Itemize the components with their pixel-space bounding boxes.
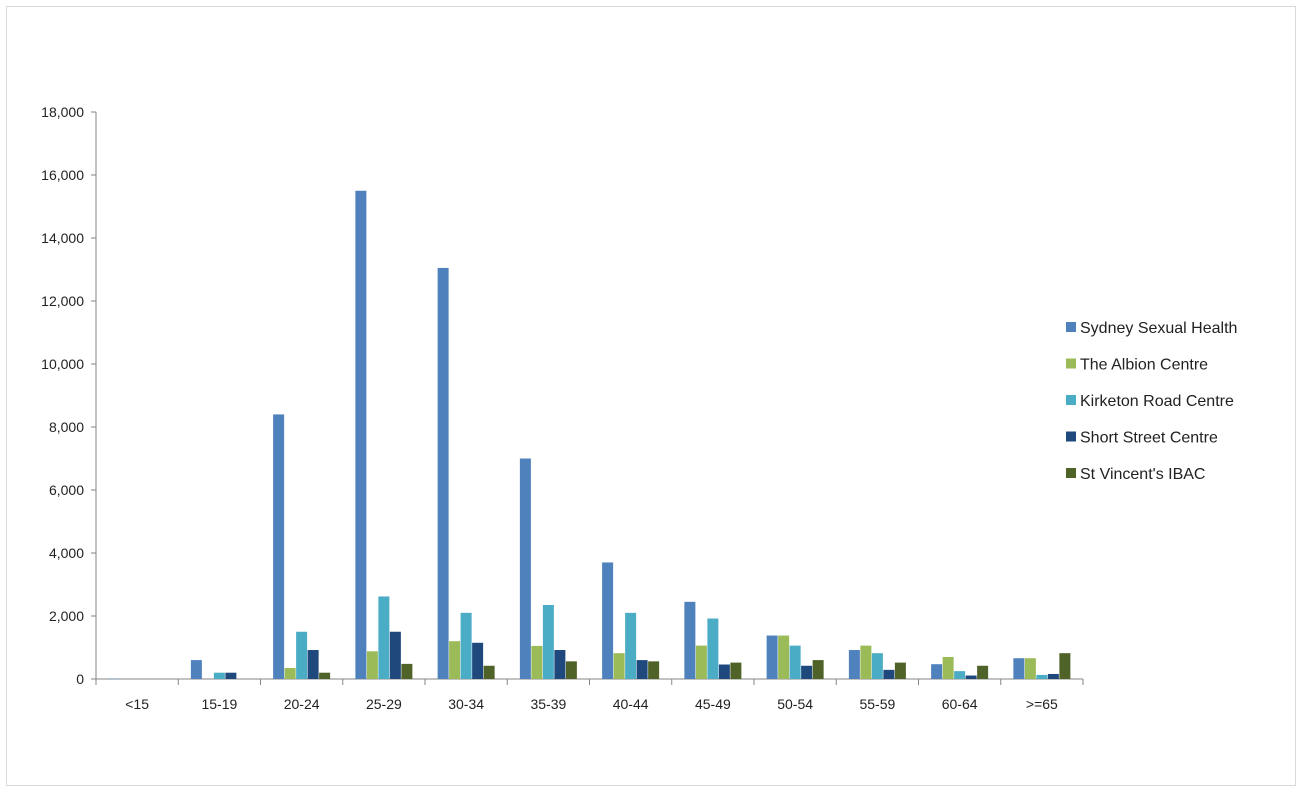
bar (355, 190, 367, 679)
x-tick-label: 55-59 (859, 696, 895, 712)
bar (684, 601, 696, 679)
y-tick-label: 18,000 (41, 104, 84, 120)
legend-swatch (1066, 322, 1076, 332)
x-tick-label: 45-49 (695, 696, 731, 712)
bar (695, 645, 707, 679)
bar (931, 664, 943, 679)
bar (401, 663, 413, 679)
bar (366, 651, 378, 679)
bar (636, 660, 648, 679)
bar (460, 612, 472, 679)
bar (942, 656, 954, 679)
legend-swatch (1066, 395, 1076, 405)
bar (472, 642, 484, 679)
bar (554, 650, 566, 679)
legend-label: Short Street Centre (1080, 430, 1218, 447)
bar (801, 665, 813, 679)
legend-label: Kirketon Road Centre (1080, 393, 1234, 410)
y-tick-label: 12,000 (41, 293, 84, 309)
bar (848, 650, 860, 679)
bars (108, 190, 1071, 679)
bar (437, 267, 449, 679)
legend-label: The Albion Centre (1080, 357, 1208, 374)
x-tick-label: >=65 (1026, 696, 1058, 712)
bar (648, 661, 660, 679)
bar (531, 645, 543, 679)
bar (319, 672, 331, 679)
bar (307, 650, 319, 679)
bar (766, 635, 778, 679)
x-tick-label: 25-29 (366, 696, 402, 712)
bar (273, 414, 285, 679)
y-tick-label: 14,000 (41, 230, 84, 246)
bar (483, 665, 495, 679)
x-tick-label: 60-64 (942, 696, 978, 712)
legend-swatch (1066, 431, 1076, 442)
y-tick-label: 0 (76, 671, 84, 687)
bar (565, 661, 577, 679)
bar (965, 675, 977, 679)
bar (789, 645, 801, 679)
y-tick-label: 2,000 (49, 608, 84, 624)
bar (284, 667, 296, 679)
bar (954, 671, 966, 679)
x-tick-label: <15 (125, 696, 149, 712)
y-tick-label: 6,000 (49, 482, 84, 498)
bar (778, 635, 790, 679)
bar (296, 631, 308, 679)
bar (225, 672, 237, 679)
legend-label: St Vincent's IBAC (1080, 466, 1205, 483)
x-tick-label: 20-24 (284, 696, 320, 712)
x-tick-label: 35-39 (530, 696, 566, 712)
bar (190, 660, 202, 679)
x-tick-label: 40-44 (613, 696, 649, 712)
bar (613, 653, 625, 679)
bar (1059, 653, 1071, 679)
y-tick-label: 10,000 (41, 356, 84, 372)
bar (1036, 674, 1048, 679)
bar (894, 662, 906, 679)
bar (449, 641, 461, 679)
y-axis: 0 2,000 4,000 6,000 8,000 10,000 12,000 14,000 1… (41, 104, 97, 687)
legend-label: Sydney Sexual Health (1080, 320, 1237, 337)
legend-swatch (1066, 358, 1076, 369)
x-tick-label: 15-19 (201, 696, 237, 712)
x-axis: <15 15-19 20-24 25-29 30-34 35-39 40-44 45-49 50… (95, 678, 1084, 712)
bar (378, 596, 390, 679)
y-tick-label: 16,000 (41, 167, 84, 183)
bar (542, 604, 554, 679)
bar (1047, 673, 1059, 679)
bar (871, 653, 883, 679)
x-tick-label: 30-34 (448, 696, 484, 712)
bar (1013, 658, 1025, 679)
bar (625, 612, 637, 679)
bar (519, 458, 531, 679)
bar (213, 672, 225, 679)
chart-frame (6, 6, 1296, 786)
bar (389, 631, 401, 679)
bar (730, 662, 742, 679)
legend: Sydney Sexual Health The Albion Centre Kir… (1066, 320, 1237, 483)
bar (812, 660, 824, 679)
bar (977, 665, 989, 679)
y-tick-label: 4,000 (49, 545, 84, 561)
bar (707, 618, 719, 679)
y-tick-label: 8,000 (49, 419, 84, 435)
bar (1024, 658, 1036, 679)
bar (718, 664, 730, 679)
bar (602, 562, 614, 679)
bar (883, 669, 895, 679)
x-tick-label: 50-54 (777, 696, 813, 712)
legend-swatch (1066, 468, 1076, 478)
bar (860, 645, 872, 679)
